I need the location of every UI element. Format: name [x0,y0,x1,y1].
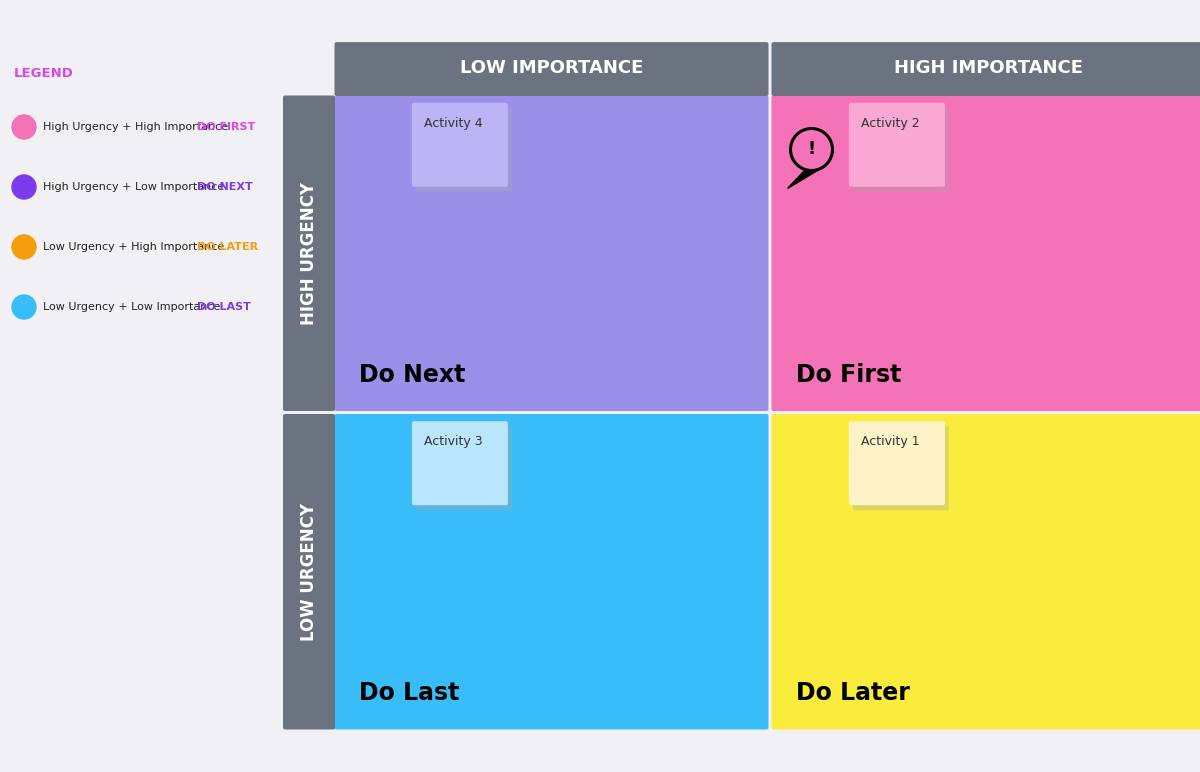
Text: DO FIRST: DO FIRST [197,122,256,132]
FancyBboxPatch shape [772,42,1200,96]
Text: !: ! [808,140,816,157]
Circle shape [12,115,36,139]
FancyBboxPatch shape [848,103,944,187]
FancyBboxPatch shape [283,414,335,730]
Circle shape [12,235,36,259]
Text: DO NEXT: DO NEXT [197,182,253,192]
FancyBboxPatch shape [335,414,768,730]
Text: Activity 3: Activity 3 [424,435,482,449]
FancyBboxPatch shape [335,96,768,411]
Text: DO LAST: DO LAST [197,302,251,312]
Text: LOW IMPORTANCE: LOW IMPORTANCE [460,59,643,77]
Text: DO LATER: DO LATER [197,242,258,252]
FancyBboxPatch shape [853,426,949,510]
Circle shape [12,175,36,199]
Text: Low Urgency + High Importance: Low Urgency + High Importance [43,242,224,252]
Text: Activity 2: Activity 2 [860,117,919,130]
Polygon shape [787,171,817,188]
Text: Do Next: Do Next [359,363,464,387]
FancyBboxPatch shape [412,103,508,187]
FancyBboxPatch shape [772,96,1200,411]
Text: Do First: Do First [796,363,901,387]
Circle shape [12,295,36,319]
FancyBboxPatch shape [416,426,512,510]
FancyBboxPatch shape [853,108,949,191]
FancyBboxPatch shape [416,108,512,191]
Text: High Urgency + High Importance: High Urgency + High Importance [43,122,228,132]
Text: High Urgency + Low Importance: High Urgency + Low Importance [43,182,224,192]
Text: LEGEND: LEGEND [14,67,74,80]
Text: Activity 4: Activity 4 [424,117,482,130]
Text: HIGH IMPORTANCE: HIGH IMPORTANCE [894,59,1084,77]
Text: Do Later: Do Later [796,682,910,706]
FancyBboxPatch shape [772,414,1200,730]
FancyBboxPatch shape [848,422,944,505]
Text: Low Urgency + Low Importance: Low Urgency + Low Importance [43,302,221,312]
Text: HIGH URGENCY: HIGH URGENCY [300,181,318,325]
FancyBboxPatch shape [412,422,508,505]
Text: LOW URGENCY: LOW URGENCY [300,503,318,641]
Text: Do Last: Do Last [359,682,458,706]
FancyBboxPatch shape [283,96,335,411]
FancyBboxPatch shape [335,42,768,96]
Text: Activity 1: Activity 1 [860,435,919,449]
